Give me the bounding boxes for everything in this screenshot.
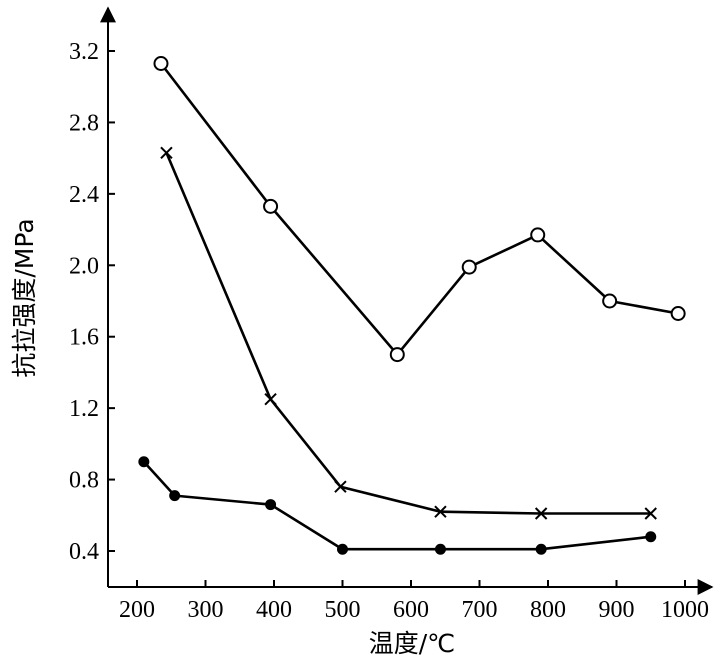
series-1	[153, 56, 686, 363]
data-point	[264, 393, 277, 406]
series-group	[138, 56, 686, 555]
series-line	[159, 62, 679, 356]
data-point	[644, 507, 657, 520]
axes	[100, 6, 714, 595]
y-tick-label: 3.2	[69, 39, 99, 65]
y-tick-label: 2.8	[69, 110, 99, 136]
data-point	[670, 306, 686, 321]
y-tick-label: 0.4	[69, 539, 99, 565]
series-line	[142, 460, 651, 551]
series-3	[138, 456, 657, 555]
x-ticks: 200 300 400 500 600 700 800 900 1000	[119, 580, 709, 623]
y-ticks: 0.4 0.8 1.2 1.6 2.0 2.4 2.8 3.2	[69, 39, 115, 565]
x-tick-label: 400	[256, 597, 292, 623]
series-line	[165, 152, 651, 515]
y-tick-label: 2.0	[69, 253, 99, 279]
y-tick-label: 0.8	[69, 468, 99, 494]
y-tick-label: 2.4	[69, 182, 99, 208]
data-point	[169, 490, 181, 502]
x-tick-label: 300	[188, 597, 224, 623]
x-tick-label: 600	[393, 597, 429, 623]
data-point	[160, 146, 173, 159]
data-point	[337, 543, 348, 555]
y-tick-label: 1.2	[69, 396, 99, 422]
data-point	[461, 259, 477, 275]
y-tick-label: 1.6	[69, 325, 99, 351]
data-point	[138, 456, 150, 468]
x-tick-label: 200	[119, 597, 155, 623]
data-point	[265, 499, 277, 511]
data-point	[434, 543, 446, 555]
x-tick-label: 900	[599, 597, 635, 623]
data-point	[602, 293, 618, 309]
x-tick-label: 700	[462, 597, 498, 623]
data-point	[645, 531, 657, 543]
data-point	[153, 56, 169, 71]
x-axis-title: 温度/℃	[369, 629, 456, 658]
data-point	[530, 227, 546, 243]
x-tick-label: 1000	[661, 597, 709, 623]
x-tick-label: 800	[530, 597, 566, 623]
data-point	[334, 480, 347, 493]
series-2	[160, 146, 657, 520]
data-point	[389, 347, 405, 363]
x-tick-label: 500	[325, 597, 361, 623]
data-point	[434, 505, 447, 518]
y-axis-title: 抗拉强度/MPa	[10, 218, 39, 377]
data-point	[535, 543, 547, 555]
data-point	[534, 507, 548, 520]
data-point	[263, 198, 279, 214]
